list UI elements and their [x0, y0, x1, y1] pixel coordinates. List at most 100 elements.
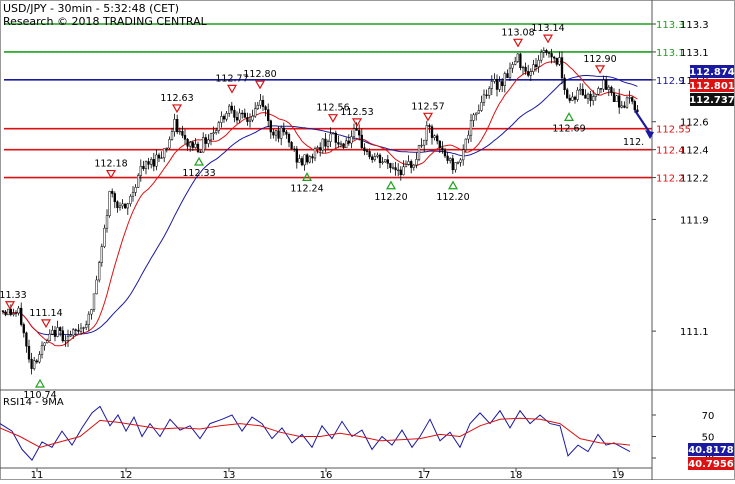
- y-tick-label-1: 113.1: [680, 48, 709, 59]
- candle-body: [116, 201, 119, 208]
- candle-body: [14, 312, 18, 315]
- candle-body: [363, 147, 366, 152]
- pivot-low-marker-5: [193, 156, 205, 166]
- candle-body: [321, 138, 324, 151]
- candle-body: [529, 71, 532, 76]
- pivot-high-label-7: 112.80: [243, 69, 276, 80]
- candle-body: [490, 81, 493, 89]
- y-tick-label-0: 113.3: [680, 20, 709, 31]
- candle-body: [66, 335, 70, 341]
- candle-body: [326, 141, 330, 147]
- rsi-tick-label-0: 70: [702, 411, 715, 422]
- candle-body: [410, 161, 413, 168]
- candle-body: [610, 86, 613, 94]
- candle-body: [368, 151, 371, 158]
- candle-body: [272, 131, 275, 136]
- candle-body: [256, 104, 259, 109]
- candle-body: [147, 161, 150, 165]
- pivot-high-marker-14: [512, 38, 524, 48]
- candle-body: [378, 154, 382, 164]
- candle-body: [228, 105, 231, 114]
- annotation-label-18: 112.: [623, 137, 644, 148]
- candle-body: [464, 138, 467, 150]
- candle-body: [542, 50, 545, 53]
- candle-body: [209, 133, 213, 141]
- candle-body: [527, 71, 530, 76]
- candle-body: [347, 140, 350, 144]
- pivot-high-marker-3: [105, 169, 117, 179]
- candle-body: [555, 57, 558, 65]
- pivot-high-marker-12: [422, 112, 434, 122]
- candle-body: [160, 157, 163, 159]
- candle-body: [516, 53, 519, 62]
- candle-body: [220, 116, 223, 123]
- candle-body: [295, 148, 298, 163]
- candle-body: [475, 112, 478, 116]
- candle-body: [105, 215, 109, 229]
- candle-body: [311, 156, 314, 159]
- candle-body: [85, 324, 88, 328]
- candle-body: [319, 147, 322, 151]
- candle-body: [95, 279, 98, 295]
- candle-body: [332, 132, 335, 135]
- candle-body: [290, 142, 293, 150]
- candle-body: [553, 56, 556, 59]
- candle-body: [352, 128, 356, 137]
- candle-body: [397, 169, 400, 171]
- candle-body: [428, 125, 431, 127]
- pivot-high-label-15: 113.14: [531, 23, 564, 34]
- x-day-label-6: 19: [612, 470, 625, 480]
- candle-body: [137, 175, 140, 188]
- candle-body: [157, 154, 161, 159]
- candle-body: [207, 139, 210, 144]
- candle-body: [545, 50, 548, 53]
- candle-body: [59, 327, 62, 331]
- candle-body: [566, 89, 569, 99]
- candle-body: [181, 130, 184, 136]
- price-badge-label-2: 112.737: [689, 95, 735, 106]
- candle-body: [269, 120, 272, 133]
- candle-body: [38, 354, 41, 363]
- candle-body: [524, 66, 527, 72]
- level-label-2: 112.9: [656, 76, 685, 87]
- candle-body: [433, 135, 436, 138]
- candle-body: [191, 142, 194, 148]
- x-day-label-0: 11: [31, 470, 44, 480]
- pivot-high-label-3: 112.18: [94, 159, 127, 170]
- candle-body: [43, 342, 46, 346]
- candle-body: [571, 96, 574, 101]
- candle-body: [306, 154, 309, 163]
- pivot-high-label-10: 112.53: [340, 107, 373, 118]
- ma-slow-line: [2, 75, 638, 336]
- candle-body: [407, 161, 410, 165]
- candle-body: [35, 360, 38, 363]
- candle-body: [443, 149, 447, 157]
- y-tick-label-7: 111.1: [680, 327, 709, 338]
- rsi-badge-label-0: 40.8178: [688, 445, 734, 456]
- candle-body: [519, 53, 522, 69]
- candle-body: [573, 96, 577, 100]
- candle-body: [25, 332, 28, 347]
- candle-body: [441, 147, 444, 151]
- rsi-series-1: [0, 417, 631, 448]
- candle-body: [61, 330, 64, 342]
- candle-body: [625, 97, 629, 108]
- candle-body: [300, 158, 304, 166]
- candle-body: [373, 156, 376, 160]
- candle-body: [225, 113, 228, 120]
- candle-body: [77, 329, 80, 332]
- pivot-low-marker-8: [301, 172, 313, 181]
- candle-body: [163, 148, 166, 159]
- price-badge-label-1: 112.801: [689, 81, 735, 92]
- candle-body: [337, 142, 340, 145]
- candle-body: [303, 154, 306, 166]
- candle-body: [508, 67, 512, 79]
- rsi-badge-1: [688, 457, 734, 470]
- candle-body: [142, 165, 145, 169]
- candle-body: [7, 308, 10, 316]
- candle-body: [1, 310, 5, 313]
- candle-body: [173, 119, 176, 132]
- pivot-high-label-12: 112.57: [411, 101, 444, 112]
- price-badge-1: [690, 79, 734, 92]
- candle-body: [215, 130, 218, 133]
